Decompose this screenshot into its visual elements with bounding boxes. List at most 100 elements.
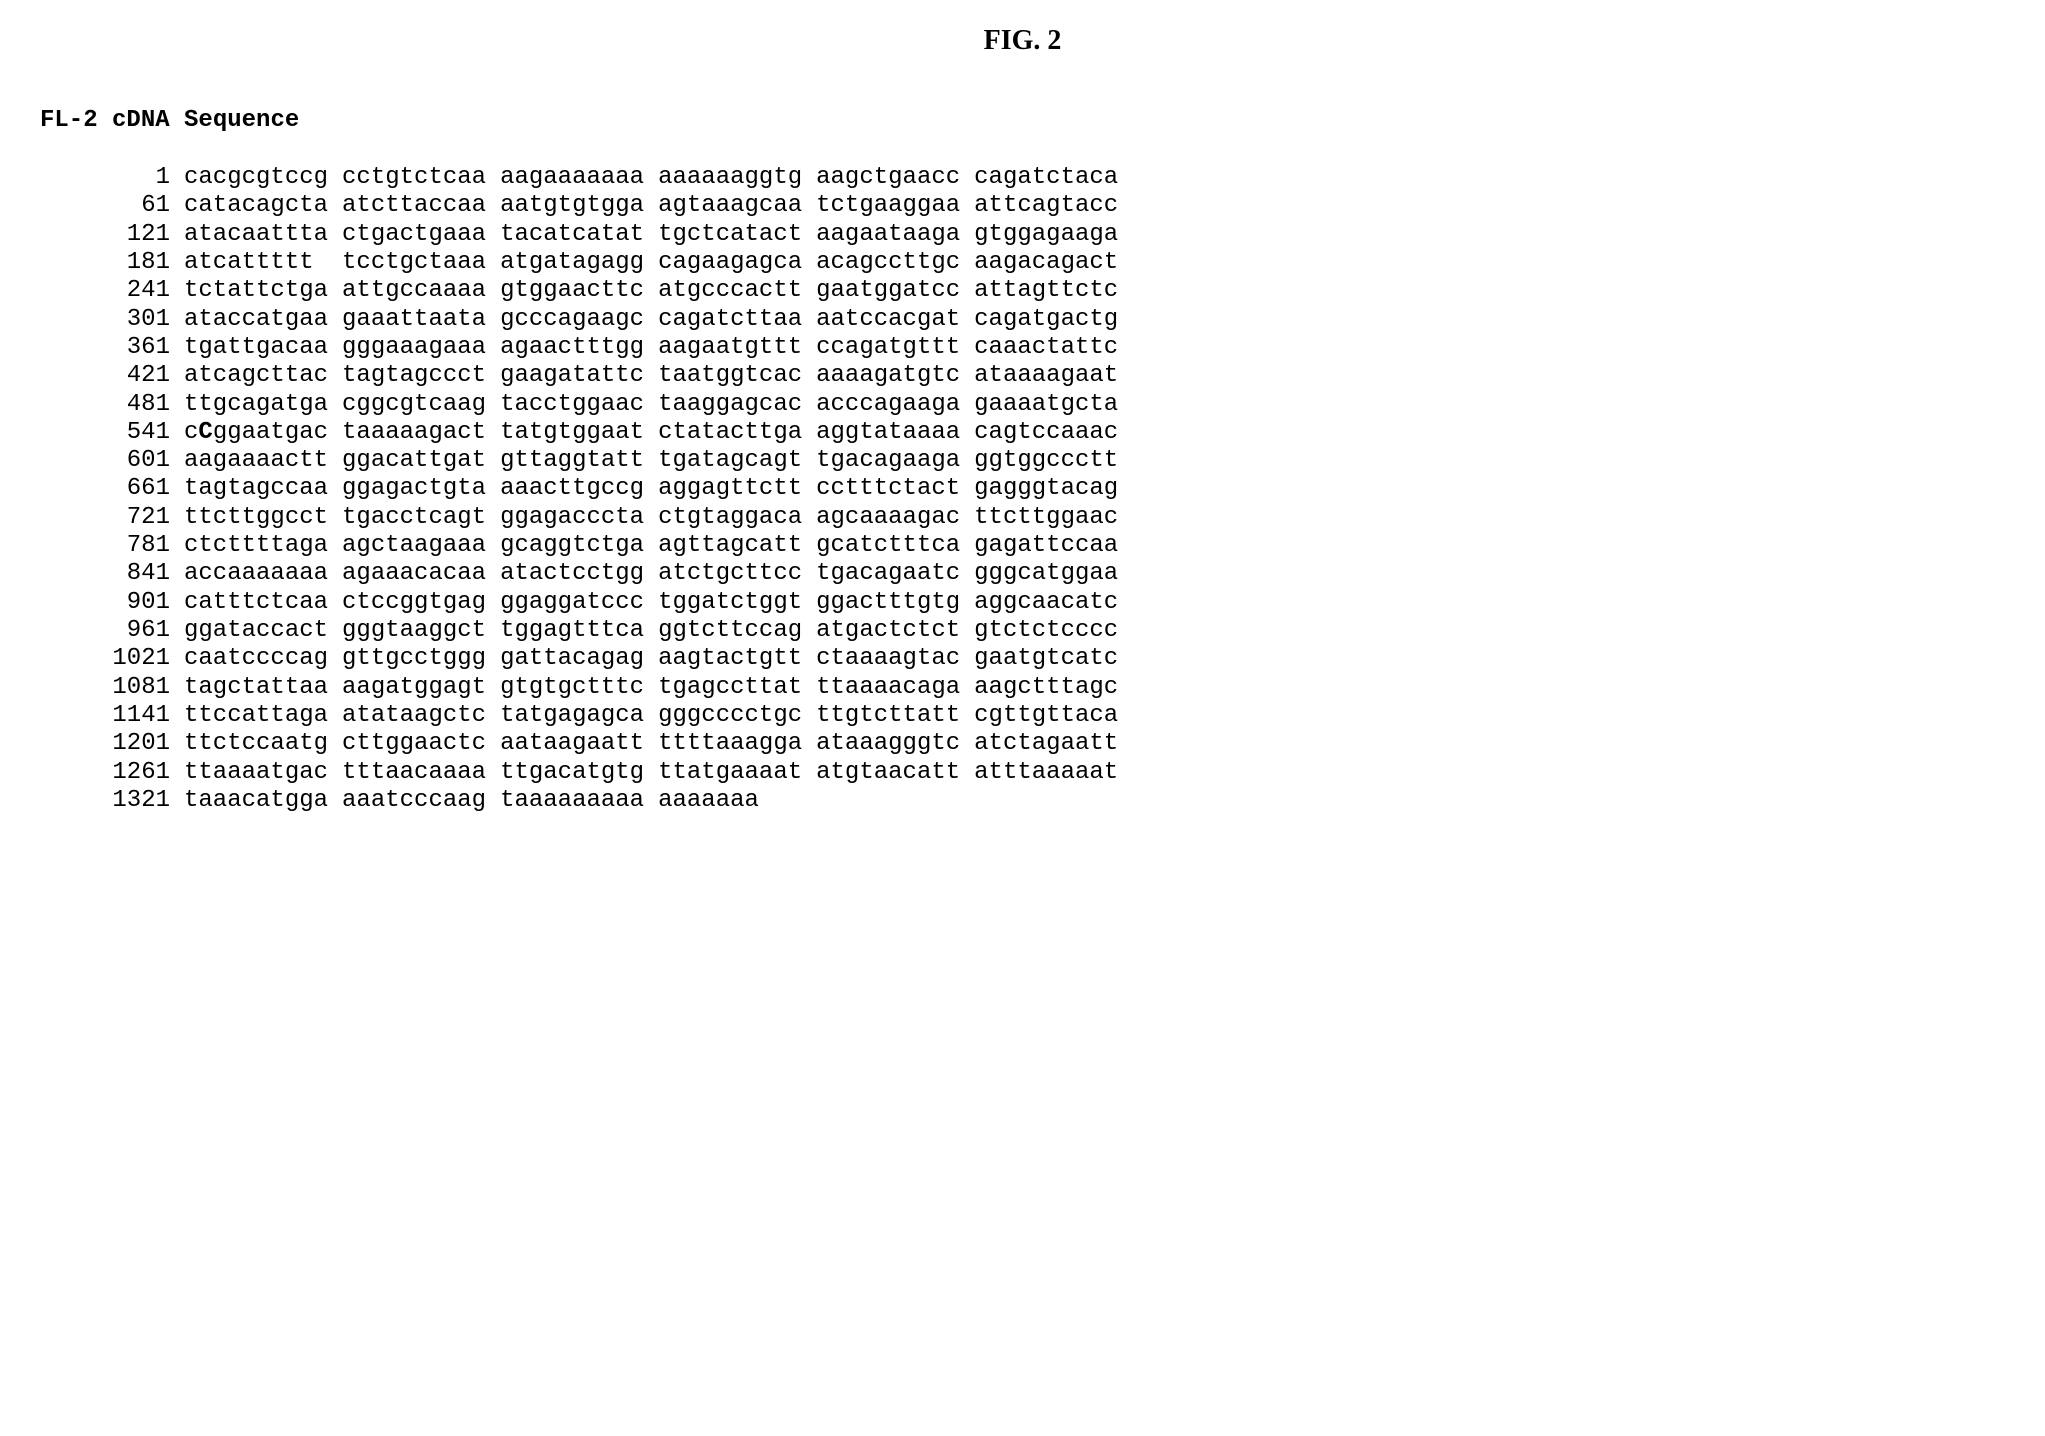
sequence-segment: atacaattta <box>184 221 342 249</box>
sequence-segment: ttgcagatga <box>184 391 342 419</box>
position-number: 1081 <box>100 674 184 702</box>
sequence-table: 1cacgcgtccgcctgtctcaaaagaaaaaaaaaaaaaggt… <box>100 164 1132 815</box>
sequence-segment: tttaacaaaa <box>342 759 500 787</box>
sequence-segment: agcaaaagac <box>816 504 974 532</box>
position-number: 1021 <box>100 645 184 673</box>
sequence-segment: tgagccttat <box>658 674 816 702</box>
sequence-segment: gcccagaagc <box>500 306 658 334</box>
sequence-segment: gaagatattc <box>500 362 658 390</box>
sequence-segment: aagaaaactt <box>184 447 342 475</box>
sequence-segment: aagaatgttt <box>658 334 816 362</box>
sequence-row: 541cCggaatgactaaaaagacttatgtggaatctatact… <box>100 419 1132 447</box>
sequence-row: 181atcattttttcctgctaaaatgatagaggcagaagag… <box>100 249 1132 277</box>
sequence-row: 1141ttccattagaatataagctctatgagagcagggccc… <box>100 702 1132 730</box>
sequence-row: 241tctattctgaattgccaaaagtggaacttcatgccca… <box>100 277 1132 305</box>
sequence-segment: ttaaaatgac <box>184 759 342 787</box>
sequence-segment: gcaggtctga <box>500 532 658 560</box>
sequence-segment <box>974 787 1132 815</box>
sequence-segment: agttagcatt <box>658 532 816 560</box>
sequence-row: 901catttctcaactccggtgagggaggatccctggatct… <box>100 589 1132 617</box>
sequence-segment: cgttgttaca <box>974 702 1132 730</box>
sequence-segment: tgacctcagt <box>342 504 500 532</box>
sequence-segment: gcatctttca <box>816 532 974 560</box>
sequence-segment: ggactttgtg <box>816 589 974 617</box>
sequence-segment: gagattccaa <box>974 532 1132 560</box>
sequence-segment: atactcctgg <box>500 560 658 588</box>
sequence-segment: atcattttt <box>184 249 342 277</box>
sequence-row: 1321taaacatggaaaatcccaagtaaaaaaaaaaaaaaa… <box>100 787 1132 815</box>
sequence-segment: gttgcctggg <box>342 645 500 673</box>
sequence-segment: cCggaatgac <box>184 419 342 447</box>
sequence-segment: ggtggccctt <box>974 447 1132 475</box>
sequence-segment: tagtagccct <box>342 362 500 390</box>
sequence-segment: ggacattgat <box>342 447 500 475</box>
sequence-segment: ccagatgttt <box>816 334 974 362</box>
sequence-segment: aagctttagc <box>974 674 1132 702</box>
sequence-segment: atgtaacatt <box>816 759 974 787</box>
figure-title: FIG. 2 <box>40 25 2005 57</box>
sequence-segment: tggagtttca <box>500 617 658 645</box>
sequence-row: 1081tagctattaaaagatggagtgtgtgctttctgagcc… <box>100 674 1132 702</box>
sequence-segment: agaactttgg <box>500 334 658 362</box>
sequence-segment: tgattgacaa <box>184 334 342 362</box>
sequence-segment: cagatgactg <box>974 306 1132 334</box>
sequence-segment <box>816 787 974 815</box>
sequence-segment: atttaaaaat <box>974 759 1132 787</box>
sequence-segment: ggataccact <box>184 617 342 645</box>
sequence-segment: ggagactgta <box>342 475 500 503</box>
sequence-segment: aagctgaacc <box>816 164 974 192</box>
position-number: 1321 <box>100 787 184 815</box>
sequence-segment: gaaattaata <box>342 306 500 334</box>
sequence-row: 961ggataccactgggtaaggcttggagtttcaggtcttc… <box>100 617 1132 645</box>
sequence-segment: aaaagatgtc <box>816 362 974 390</box>
sequence-segment: cggcgtcaag <box>342 391 500 419</box>
sequence-segment: gggcccctgc <box>658 702 816 730</box>
sequence-segment: aggagttctt <box>658 475 816 503</box>
position-number: 781 <box>100 532 184 560</box>
sequence-segment: tgacagaaga <box>816 447 974 475</box>
sequence-segment: atgcccactt <box>658 277 816 305</box>
sequence-segment: gggtaaggct <box>342 617 500 645</box>
sequence-segment: ttccattaga <box>184 702 342 730</box>
sequence-row: 1021caatccccaggttgcctggggattacagagaagtac… <box>100 645 1132 673</box>
sequence-segment: agtaaagcaa <box>658 192 816 220</box>
sequence-segment: attgccaaaa <box>342 277 500 305</box>
position-number: 1 <box>100 164 184 192</box>
sequence-segment: ctgtaggaca <box>658 504 816 532</box>
sequence-segment: tatgagagca <box>500 702 658 730</box>
position-number: 661 <box>100 475 184 503</box>
sequence-segment: aggtataaaa <box>816 419 974 447</box>
sequence-row: 1cacgcgtccgcctgtctcaaaagaaaaaaaaaaaaaggt… <box>100 164 1132 192</box>
sequence-segment: ctatacttga <box>658 419 816 447</box>
position-number: 121 <box>100 221 184 249</box>
highlighted-base: C <box>198 419 212 446</box>
sequence-row: 721ttcttggccttgacctcagtggagaccctactgtagg… <box>100 504 1132 532</box>
sequence-segment: ataaaagaat <box>974 362 1132 390</box>
sequence-segment: gggcatggaa <box>974 560 1132 588</box>
sequence-row: 601aagaaaacttggacattgatgttaggtatttgatagc… <box>100 447 1132 475</box>
sequence-segment: ggagacccta <box>500 504 658 532</box>
sequence-segment: cacgcgtccg <box>184 164 342 192</box>
sequence-segment: atctgcttcc <box>658 560 816 588</box>
sequence-segment: attagttctc <box>974 277 1132 305</box>
sequence-segment: ctccggtgag <box>342 589 500 617</box>
sequence-segment: gaatgtcatc <box>974 645 1132 673</box>
sequence-segment: aagatggagt <box>342 674 500 702</box>
sequence-segment: cttggaactc <box>342 730 500 758</box>
position-number: 601 <box>100 447 184 475</box>
sequence-segment: ggtcttccag <box>658 617 816 645</box>
sequence-segment: attcagtacc <box>974 192 1132 220</box>
sequence-segment: ctgactgaaa <box>342 221 500 249</box>
sequence-segment: tacatcatat <box>500 221 658 249</box>
sequence-segment: caatccccag <box>184 645 342 673</box>
position-number: 961 <box>100 617 184 645</box>
sequence-segment: tctattctga <box>184 277 342 305</box>
sequence-segment: gttaggtatt <box>500 447 658 475</box>
sequence-segment: ctcttttaga <box>184 532 342 560</box>
sequence-row: 661tagtagccaaggagactgtaaaacttgccgaggagtt… <box>100 475 1132 503</box>
sequence-row: 61catacagctaatcttaccaaaatgtgtggaagtaaagc… <box>100 192 1132 220</box>
sequence-segment: atataagctc <box>342 702 500 730</box>
sequence-segment: ttttaaagga <box>658 730 816 758</box>
sequence-segment: cagaagagca <box>658 249 816 277</box>
sequence-segment: caaactattc <box>974 334 1132 362</box>
